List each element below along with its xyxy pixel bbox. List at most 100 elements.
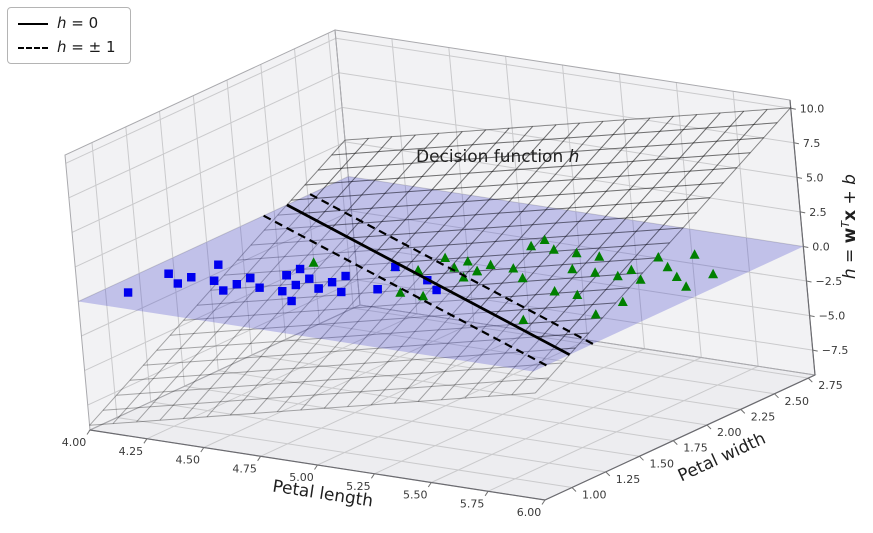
wireframe-line — [136, 136, 393, 423]
y-tick-label: 2.00 — [717, 426, 742, 439]
data-point-blue-square — [278, 287, 287, 296]
wireframe-line — [206, 131, 463, 418]
pane-gridline-z — [65, 37, 337, 164]
y-tick — [740, 409, 746, 414]
data-point-green-triangle — [472, 265, 483, 276]
pane-gridline-z — [78, 176, 349, 302]
pane-gridline-x — [732, 91, 759, 367]
wireframe-line — [318, 137, 764, 171]
wireframe — [89, 107, 792, 426]
data-point-green-triangle — [572, 289, 583, 299]
wireframe-line — [286, 137, 369, 355]
z-tick — [806, 280, 812, 283]
data-point-green-triangle — [590, 267, 601, 277]
z-axis-spine — [789, 99, 816, 376]
legend-var: h — [57, 14, 67, 32]
pane-gridline-z — [87, 279, 358, 406]
z-label-b: b — [840, 174, 860, 185]
data-point-green-triangle — [548, 244, 559, 254]
plot-annotation: Decision function h — [416, 147, 579, 167]
data-point-green-triangle — [395, 287, 406, 297]
wireframe-line — [304, 152, 751, 186]
pane-gridline-x — [374, 348, 645, 475]
z-tick-label: 7.5 — [803, 137, 821, 150]
wireframe-line — [286, 257, 657, 291]
y-tick-label: 1.50 — [650, 457, 675, 470]
y-tick-label: 2.50 — [785, 395, 810, 408]
z-tick-label: 2.5 — [809, 206, 827, 219]
data-point-green-triangle — [526, 240, 537, 251]
wireframe-line — [210, 257, 657, 291]
dashed-line-icon — [18, 46, 48, 49]
wireframe-line — [291, 167, 737, 201]
wireframe-line — [276, 126, 534, 413]
y-tick — [774, 393, 779, 399]
z-tick-label: 0.0 — [812, 241, 830, 254]
data-point-green-triangle — [308, 257, 319, 267]
data-point-green-triangle — [462, 256, 473, 266]
x-tick — [370, 473, 375, 479]
y-tick — [706, 424, 712, 430]
data-point-green-triangle — [440, 252, 451, 262]
data-point-green-triangle — [653, 252, 664, 262]
pane-gridline-z — [338, 72, 794, 144]
wireframe-line — [250, 212, 697, 246]
data-point-blue-square — [337, 287, 346, 297]
wireframe-line — [370, 119, 627, 406]
pane-gridline-x — [317, 339, 588, 466]
data-point-green-triangle — [635, 274, 646, 284]
x-tick-label: 4.25 — [119, 445, 144, 458]
data-point-green-triangle — [590, 309, 601, 319]
z-tick-label: −2.5 — [816, 275, 843, 288]
pane-gridline-y — [159, 111, 185, 387]
y-tick-label: 1.75 — [683, 442, 708, 455]
legend-label-h0: h = 0 — [57, 16, 98, 31]
data-point-blue-square — [391, 262, 400, 272]
z-label-plus: + — [840, 185, 860, 210]
wireframe-line — [286, 136, 393, 355]
tick-marks — [86, 107, 818, 505]
data-point-blue-square — [287, 296, 296, 306]
data-point-green-triangle — [612, 270, 623, 281]
data-point-blue-square — [432, 285, 441, 295]
data-point-blue-square — [173, 279, 182, 288]
data-point-blue-square — [341, 271, 350, 281]
solid-line-icon — [18, 22, 48, 25]
z-tick — [790, 107, 796, 110]
z-tick — [796, 176, 803, 179]
pane-gridline-z — [74, 141, 346, 268]
x-tick — [200, 447, 205, 453]
x-tick-label: 4.50 — [176, 454, 201, 467]
data-point-blue-square — [291, 280, 300, 290]
data-point-green-triangle — [508, 263, 519, 273]
tick-labels: 4.00 4.25 4.50 4.75 5.00 5.25 5.50 5.75 6.00 1.00… — [62, 102, 849, 519]
pane-gridline-z — [348, 176, 804, 247]
wireframe-line — [197, 272, 643, 306]
z-label-h: h — [840, 268, 860, 279]
annotation-prefix: Decision function — [416, 147, 569, 167]
pane-gridline-y — [192, 95, 219, 371]
wireframe-line — [331, 122, 778, 156]
data-point-blue-square — [305, 274, 314, 283]
pane-gridline-x — [562, 64, 588, 341]
wireframe-line — [229, 129, 487, 416]
z-tick-label: −5.0 — [819, 310, 846, 323]
pane-gridline-z — [81, 210, 352, 337]
wireframe-line — [534, 107, 791, 355]
pane-gridline-z — [351, 210, 807, 282]
pane-gridline-z — [68, 72, 340, 199]
legend-var: h — [57, 38, 67, 56]
data-point-blue-square — [327, 278, 337, 287]
data-point-blue-square — [209, 276, 219, 285]
data-point-blue-square — [314, 284, 323, 293]
data-point-blue-square — [282, 271, 291, 280]
x-tick — [86, 429, 91, 435]
pane-gridline-y — [327, 33, 354, 309]
y-tick-label: 1.00 — [582, 489, 607, 502]
wireframe-line — [102, 377, 549, 411]
wireframe-line — [286, 182, 724, 216]
wireframe-line — [143, 332, 590, 366]
margin-line — [263, 214, 547, 367]
x-tick — [314, 464, 318, 470]
